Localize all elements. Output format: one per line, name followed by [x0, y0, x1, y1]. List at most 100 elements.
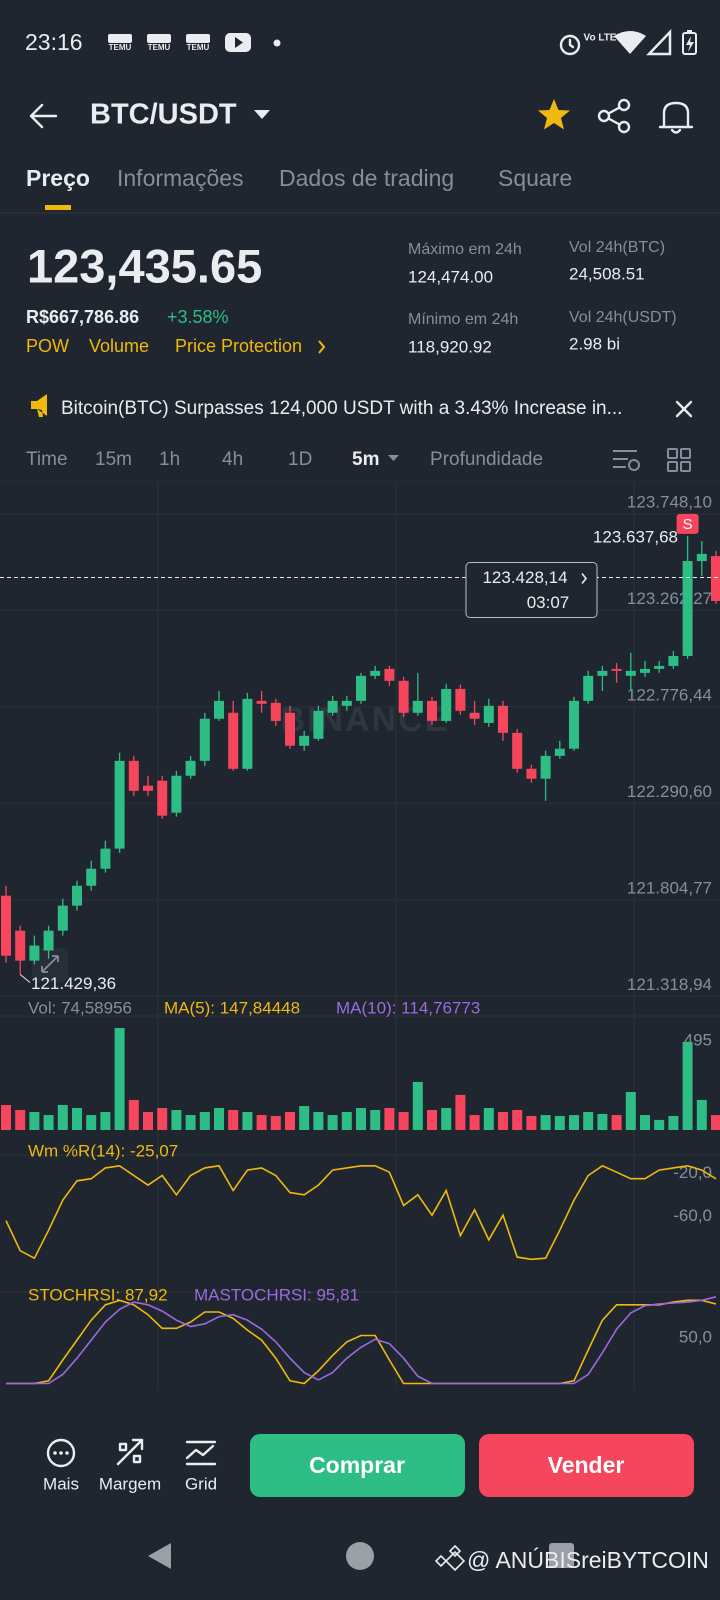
nav-home[interactable] — [346, 1542, 374, 1570]
share-button[interactable] — [597, 98, 631, 134]
battery-icon — [682, 30, 697, 55]
clock: 23:16 — [25, 29, 83, 55]
signal-badge — [676, 513, 699, 534]
candle-body — [611, 668, 622, 671]
megaphone-icon — [31, 394, 47, 417]
buy-label[interactable]: Comprar — [309, 1452, 405, 1478]
sell-button[interactable] — [479, 1434, 694, 1497]
wifi-icon — [614, 31, 646, 54]
candle-body — [554, 748, 565, 756]
volume-bar — [682, 1041, 693, 1130]
candle-body — [711, 556, 720, 601]
header: BTC/USDT — [29, 98, 694, 134]
volume-bar — [341, 1112, 352, 1130]
tab[interactable]: Dados de trading — [279, 165, 454, 191]
y-tick-label: 50,0 — [679, 1328, 712, 1347]
icon-label: TEMU — [187, 43, 210, 52]
toolbar-label[interactable]: Margem — [99, 1474, 161, 1493]
nav-bar: @ ANÚBISreiBYTCOIN — [148, 1542, 709, 1573]
pair-title[interactable]: BTC/USDT — [90, 99, 237, 131]
youtube-icon — [225, 33, 251, 52]
volume-bar — [57, 1104, 68, 1130]
interval[interactable]: 1h — [159, 449, 180, 470]
interval[interactable]: 15m — [95, 449, 132, 470]
favorite-star[interactable] — [538, 99, 570, 130]
watermark-logo — [434, 1544, 466, 1572]
volume-bar — [15, 1110, 26, 1130]
news-banner[interactable]: Bitcoin(BTC) Surpasses 124,000 USDT with… — [31, 394, 693, 419]
tag[interactable]: Volume — [89, 336, 149, 356]
expand-button[interactable] — [32, 948, 68, 982]
toolbar-label[interactable]: Grid — [185, 1474, 217, 1493]
interval-active[interactable]: 5m — [352, 449, 379, 470]
tag[interactable]: POW — [26, 336, 69, 356]
notification-bell[interactable] — [658, 101, 694, 134]
candle-body — [427, 700, 437, 721]
y-tick-label: 122.290,60 — [627, 782, 712, 801]
candle-body — [256, 700, 267, 704]
layout-button[interactable] — [667, 448, 691, 472]
candle-body — [370, 670, 381, 676]
close-news[interactable] — [675, 400, 693, 418]
y-tick-label: 123.748,10 — [627, 492, 712, 511]
buy-button[interactable] — [250, 1434, 465, 1497]
tag[interactable]: Price Protection — [175, 336, 302, 356]
interval[interactable]: 4h — [222, 449, 243, 470]
candle-body — [597, 670, 608, 676]
stat-label: Máximo em 24h — [408, 241, 522, 258]
grid-button[interactable] — [185, 1440, 217, 1466]
volume-bar — [597, 1113, 608, 1130]
pair-dropdown[interactable] — [254, 110, 270, 119]
candle-body — [43, 930, 54, 951]
volume-bar — [455, 1094, 466, 1130]
news-text[interactable]: Bitcoin(BTC) Surpasses 124,000 USDT with… — [61, 398, 622, 419]
candle-body — [15, 930, 26, 961]
sell-label[interactable]: Vender — [548, 1452, 625, 1478]
dot — [273, 39, 281, 47]
margin-button[interactable] — [116, 1438, 144, 1466]
nav-back[interactable] — [148, 1543, 171, 1569]
tab[interactable]: Informações — [117, 165, 244, 191]
candle-body — [327, 700, 338, 713]
volume-bar — [86, 1115, 97, 1130]
interval[interactable]: Profundidade — [430, 449, 543, 470]
volume-bar — [654, 1119, 665, 1130]
volume-bar — [554, 1115, 565, 1130]
volume-bar — [711, 1115, 720, 1130]
stat-label: Vol 24h(BTC) — [569, 239, 665, 256]
volume-bar — [242, 1112, 253, 1130]
more-button[interactable] — [46, 1438, 76, 1468]
interval[interactable]: 1D — [288, 449, 312, 470]
candle-body — [185, 760, 196, 776]
current-price-arrow — [581, 572, 588, 584]
indicator-legend: MA(10): 114,76773 — [336, 998, 480, 1017]
tab[interactable]: Square — [498, 165, 572, 191]
tab-indicator — [45, 205, 71, 210]
interval-dropdown[interactable] — [388, 455, 399, 461]
back-button[interactable] — [29, 103, 58, 129]
chart-watermark: BINANCE — [281, 701, 450, 739]
candle-body — [214, 700, 224, 719]
current-price-box — [465, 561, 598, 618]
fiat-price: R$667,786.86 — [26, 307, 139, 327]
status-bar: 23:16 TEMU TEMU TEMU Vo LTE — [25, 28, 697, 56]
toolbar-label[interactable]: Mais — [43, 1474, 79, 1493]
y-tick-label: -20,0 — [673, 1163, 712, 1182]
y-tick-label: -60,0 — [673, 1206, 712, 1225]
candle-body — [696, 553, 707, 562]
interval[interactable]: Time — [26, 449, 68, 470]
volume-bar — [72, 1108, 82, 1130]
volume-bar — [256, 1115, 267, 1130]
candle-body — [654, 665, 665, 669]
candle-body — [86, 868, 97, 886]
indicator-settings[interactable] — [613, 450, 640, 471]
low-label: 121.429,36 — [31, 974, 116, 993]
volume-bar — [171, 1110, 182, 1130]
candle-body — [128, 760, 139, 791]
volume-bar — [625, 1092, 636, 1130]
nav-recent[interactable] — [549, 1543, 574, 1568]
interval-bar: Time 15m 1h 4h 1D 5m Profundidade — [26, 448, 691, 472]
y-tick-label: 121.804,77 — [627, 878, 712, 897]
tab-active[interactable]: Preço — [26, 165, 90, 191]
